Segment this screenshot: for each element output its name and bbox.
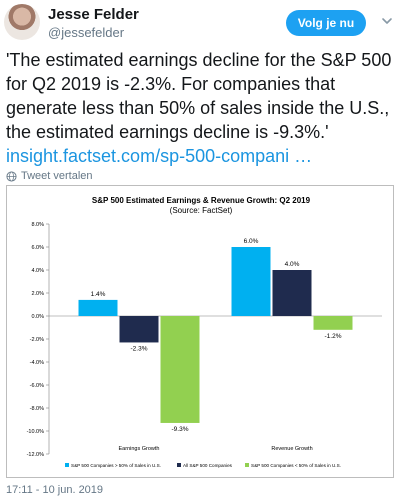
bar [160,316,200,423]
tweet-link[interactable]: insight.factset.com/sp-500-compani … [6,146,313,166]
legend-label: S&P 500 Companies > 50% of Sales in U.S. [71,463,161,468]
y-tick-label: -12.0% [27,452,45,458]
translate-label: Tweet vertalen [21,170,93,182]
y-tick-label: 8.0% [31,222,44,228]
bar [231,247,271,316]
globe-icon [6,170,17,182]
legend-label: S&P 500 Companies < 50% of Sales in U.S. [251,463,341,468]
translate-tweet[interactable]: Tweet vertalen [6,169,93,183]
data-label: -1.2% [325,333,342,340]
legend-label: All S&P 500 Companies [183,463,233,468]
bar [119,316,159,343]
timestamp[interactable]: 17:11 - 10 jun. 2019 [6,484,104,496]
y-tick-label: 6.0% [31,245,44,251]
bar-chart: 8.0% 6.0% 4.0% 2.0% 0.0% -2.0% -4.0% -6.0% -8.0%… [27,222,382,468]
bar [313,316,353,330]
data-label: 6.0% [244,238,259,245]
data-label: 4.0% [285,261,300,268]
avatar[interactable] [4,4,40,40]
data-label: -2.3% [131,345,148,352]
y-tick-label: 0.0% [31,314,44,320]
tweet-body: 'The estimated earnings decline for the … [6,50,392,142]
author-handle[interactable]: @jessefelder [48,25,125,40]
category-label: Earnings Growth [119,446,160,452]
category-label: Revenue Growth [271,446,312,452]
chart-title: S&P 500 Estimated Earnings & Revenue Gro… [91,196,311,205]
chart-image[interactable]: S&P 500 Estimated Earnings & Revenue Gro… [6,185,394,478]
legend-swatch [245,463,249,467]
legend-swatch [65,463,69,467]
legend-swatch [177,463,181,467]
follow-button[interactable]: Volg je nu [286,10,366,36]
chart-subtitle: (Source: FactSet) [169,206,233,215]
tweet-text: 'The estimated earnings decline for the … [6,48,398,168]
y-tick-label: -8.0% [30,406,44,412]
data-label: 1.4% [91,291,106,298]
author-name[interactable]: Jesse Felder [48,6,139,23]
y-tick-label: 2.0% [31,291,44,297]
y-tick-label: 4.0% [31,268,44,274]
bar [78,299,118,316]
bar [272,270,312,316]
y-tick-label: -6.0% [30,383,44,389]
y-tick-label: -2.0% [30,337,44,343]
y-tick-label: -10.0% [27,429,45,435]
data-label: -9.3% [172,426,189,433]
chevron-down-icon[interactable] [380,14,394,28]
y-tick-label: -4.0% [30,360,44,366]
